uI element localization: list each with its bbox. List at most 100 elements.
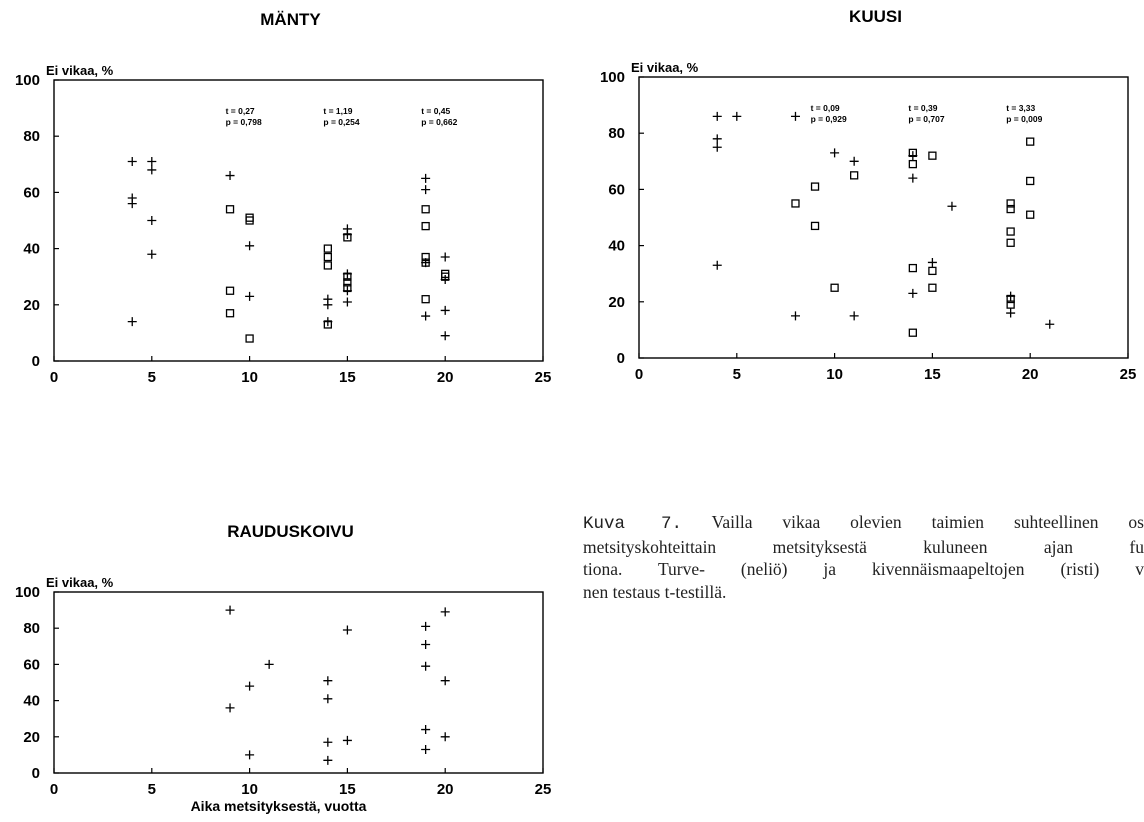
y-tick-label: 20 [608,294,625,311]
y-tick-label: 0 [32,765,40,782]
x-tick-label: 15 [339,369,356,386]
x-tick-label: 0 [635,366,643,383]
point-square [245,213,254,222]
x-tick-label: 15 [339,781,356,798]
plot-frame [638,76,1129,359]
x-tick-label: 10 [241,369,258,386]
point-square [421,205,430,214]
y-tick-label: 40 [608,238,625,255]
point-square [323,244,332,253]
x-tick-label: 0 [50,369,58,386]
point-plus [323,737,333,747]
annotation-p-value: p = 0,254 [323,117,359,127]
y-tick-label: 60 [23,656,40,673]
point-plus [342,625,352,635]
point-plus [712,142,722,152]
y-tick-label: 40 [23,693,40,710]
point-square [908,159,917,169]
point-square [343,278,352,287]
caption-line-3: tiona. Turve- (neliö) ja kivennäismaapel… [583,559,1144,579]
point-plus [421,639,431,649]
point-plus [147,156,157,166]
point-plus [421,258,431,268]
caption-line-2: metsityskohteittain metsityksestä kulune… [583,536,1144,557]
caption-line-1: Kuva 7. Vailla vikaa olevien taimien suh… [583,511,1144,536]
point-plus [1006,308,1016,318]
y-tick-label: 60 [23,184,40,201]
point-plus [421,173,431,183]
point-plus [440,305,450,315]
x-tick-label: 5 [733,366,741,383]
point-plus [908,173,918,183]
annotation-t-value: t = 0,27 [226,106,255,116]
x-tick-label: 25 [535,781,552,798]
point-square [1006,204,1015,214]
point-plus [712,134,722,144]
test-annotation: t = 3,33p = 0,009 [1006,103,1042,124]
point-square [225,205,235,214]
annotation-p-value: p = 0,662 [421,117,457,127]
point-plus [147,249,157,259]
point-plus [264,659,274,669]
point-square [421,295,430,304]
point-plus [127,317,137,327]
point-plus [342,297,352,307]
point-plus [147,165,157,175]
point-plus [147,216,157,225]
x-tick-label: 5 [148,781,156,798]
point-square [1006,300,1015,309]
point-plus [908,288,918,298]
point-square [323,261,332,270]
point-plus [323,676,333,686]
point-plus [225,171,235,181]
point-plus [421,725,431,735]
annotation-t-value: t = 0,39 [908,103,937,113]
point-plus [440,607,450,617]
point-square [1026,176,1035,186]
x-axis-label: Aika metsityksestä, vuotta [191,798,367,814]
point-plus [225,605,235,615]
point-plus [440,732,450,742]
point-plus [830,148,840,158]
point-square [421,221,430,231]
point-plus [1045,319,1055,329]
figure-caption: Kuva 7. Vailla vikaa olevien taimien suh… [583,511,1144,603]
y-tick-label: 60 [608,181,625,198]
point-square [225,286,235,295]
annotation-t-value: t = 0,09 [811,103,840,113]
point-square [1026,137,1035,146]
annotation-p-value: p = 0,798 [226,117,262,127]
annotation-t-value: t = 3,33 [1006,103,1035,113]
chart-title: RAUDUSKOIVU [227,522,354,541]
point-square [1006,238,1015,247]
chart-manty: MÄNTY Ei vikaa, % 0 5 10 15 20 25 0 20 40 60 80 100 t … [15,10,551,386]
point-square [830,283,839,292]
annotation-t-value: t = 0,45 [421,106,450,116]
y-axis-label: Ei vikaa, % [631,60,699,75]
x-tick-label: 20 [1022,366,1039,383]
point-plus [1006,291,1016,301]
y-tick-label: 100 [15,72,40,89]
y-tick-label: 20 [23,297,40,314]
point-plus [849,156,859,166]
point-plus [245,291,255,301]
x-tick-label: 0 [50,781,58,798]
y-tick-label: 100 [600,69,625,86]
y-tick-label: 80 [23,620,40,637]
y-tick-label: 0 [32,353,40,370]
point-square [245,216,254,225]
point-square [1006,227,1015,236]
x-tick-label: 20 [437,369,454,386]
point-plus [421,744,431,754]
point-plus [927,257,937,267]
point-square [323,252,332,262]
chart-rauduskoivu: RAUDUSKOIVU Ei vikaa, % Aika metsityksestä… [15,522,551,814]
x-tick-label: 25 [1120,366,1137,383]
point-square [1026,210,1035,219]
chart-title: MÄNTY [260,10,321,29]
test-annotation: t = 0,45p = 0,662 [421,106,457,127]
point-square [791,199,800,208]
point-plus [421,311,431,321]
test-annotation: t = 0,09p = 0,929 [811,103,847,124]
